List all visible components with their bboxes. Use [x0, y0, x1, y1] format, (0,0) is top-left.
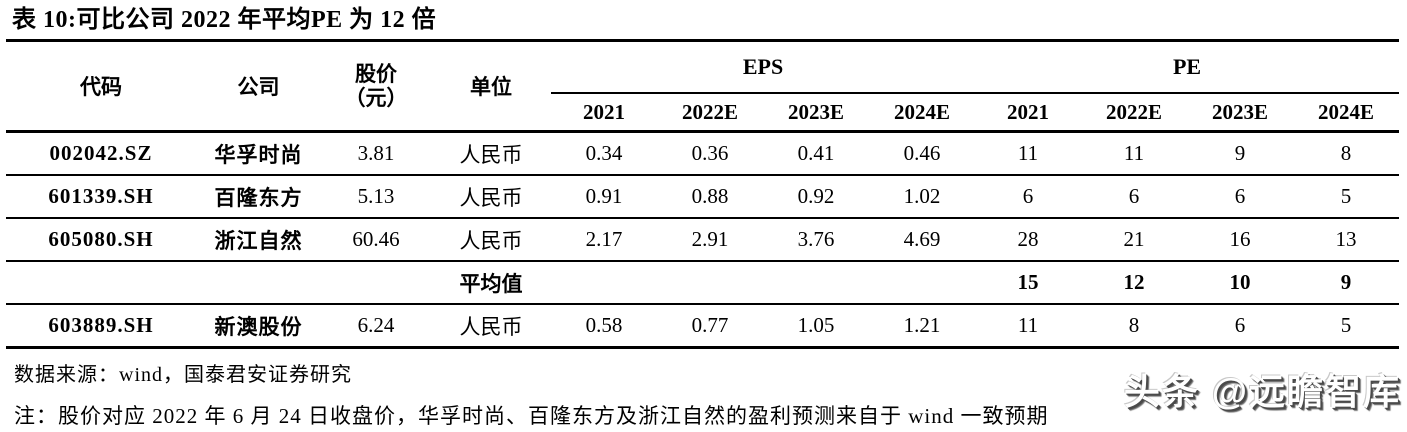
header-price: 股价 （元） [321, 40, 431, 133]
cell-eps: 3.76 [763, 218, 869, 262]
cell-pe: 8 [1293, 131, 1400, 176]
table-row: 002042.SZ 华孚时尚 3.81 人民币 0.34 0.36 0.41 0… [6, 131, 1400, 176]
cell-eps: 0.41 [763, 131, 869, 176]
header-pe-2024e: 2024E [1293, 93, 1400, 133]
cell-eps [763, 261, 869, 305]
cell-pe: 6 [1187, 304, 1294, 349]
cell-eps: 0.34 [551, 131, 657, 176]
cell-pe: 11 [1081, 131, 1188, 176]
cell-eps [869, 261, 976, 305]
cell-eps: 0.58 [551, 304, 657, 349]
cell-average-label: 平均值 [431, 261, 551, 305]
cell-unit: 人民币 [431, 131, 551, 176]
cell-eps: 0.88 [657, 175, 763, 219]
cell-price: 6.24 [321, 304, 431, 349]
cell-code: 601339.SH [6, 175, 196, 219]
cell-eps [657, 261, 763, 305]
cell-unit: 人民币 [431, 304, 551, 349]
cell-price: 3.81 [321, 131, 431, 176]
cell-eps: 0.92 [763, 175, 869, 219]
cell-company [196, 261, 321, 305]
cell-pe: 6 [975, 175, 1082, 219]
cell-pe: 11 [975, 131, 1082, 176]
header-pe-2021: 2021 [975, 93, 1082, 133]
cell-pe: 28 [975, 218, 1082, 262]
header-eps-2022e: 2022E [657, 93, 763, 133]
cell-eps: 2.17 [551, 218, 657, 262]
cell-code [6, 261, 196, 305]
cell-eps: 0.46 [869, 131, 976, 176]
header-price-line2: （元） [344, 86, 408, 110]
cell-eps [551, 261, 657, 305]
cell-company: 百隆东方 [196, 175, 321, 219]
cell-company: 新澳股份 [196, 304, 321, 349]
cell-pe: 6 [1187, 175, 1294, 219]
cell-price: 5.13 [321, 175, 431, 219]
header-eps-group: EPS [551, 40, 976, 94]
cell-company: 华孚时尚 [196, 131, 321, 176]
cell-unit: 人民币 [431, 218, 551, 262]
header-company: 公司 [196, 40, 321, 133]
cell-eps: 0.36 [657, 131, 763, 176]
header-pe-2022e: 2022E [1081, 93, 1188, 133]
cell-pe: 21 [1081, 218, 1188, 262]
header-price-line1: 股价 [355, 62, 397, 86]
table-header: 代码 公司 股价 （元） 单位 EPS PE 2021 2022E 2023E 2… [6, 40, 1400, 133]
cell-code: 603889.SH [6, 304, 196, 349]
comparable-companies-table: 代码 公司 股价 （元） 单位 EPS PE 2021 2022E 2023E 2… [6, 39, 1400, 349]
watermark-text: 头条 @远瞻智库 [1123, 371, 1401, 412]
cell-pe: 9 [1293, 261, 1400, 305]
header-code: 代码 [6, 40, 196, 133]
header-eps-2023e: 2023E [763, 93, 869, 133]
table-row: 603889.SH 新澳股份 6.24 人民币 0.58 0.77 1.05 1… [6, 304, 1400, 349]
header-unit: 单位 [431, 40, 551, 133]
cell-eps: 4.69 [869, 218, 976, 262]
cell-pe: 12 [1081, 261, 1188, 305]
cell-price [321, 261, 431, 305]
cell-pe: 5 [1293, 175, 1400, 219]
cell-eps: 1.21 [869, 304, 976, 349]
cell-unit: 人民币 [431, 175, 551, 219]
cell-pe: 11 [975, 304, 1082, 349]
table-row: 601339.SH 百隆东方 5.13 人民币 0.91 0.88 0.92 1… [6, 175, 1400, 219]
cell-price: 60.46 [321, 218, 431, 262]
cell-code: 002042.SZ [6, 131, 196, 176]
table-row-average: 平均值 15 12 10 9 [6, 261, 1400, 305]
header-pe-2023e: 2023E [1187, 93, 1294, 133]
cell-eps: 1.02 [869, 175, 976, 219]
header-pe-group: PE [975, 40, 1400, 94]
footnote-text: 注：股价对应 2022 年 6 月 24 日收盘价，华孚时尚、百隆东方及浙江自然… [14, 404, 1049, 428]
header-eps-2024e: 2024E [869, 93, 976, 133]
table-title: 表 10:可比公司 2022 年平均PE 为 12 倍 [12, 7, 437, 33]
cell-pe: 5 [1293, 304, 1400, 349]
header-eps-2021: 2021 [551, 93, 657, 133]
cell-eps: 0.91 [551, 175, 657, 219]
cell-eps: 0.77 [657, 304, 763, 349]
cell-eps: 1.05 [763, 304, 869, 349]
cell-pe: 15 [975, 261, 1082, 305]
table-row: 605080.SH 浙江自然 60.46 人民币 2.17 2.91 3.76 … [6, 218, 1400, 262]
cell-eps: 2.91 [657, 218, 763, 262]
cell-pe: 16 [1187, 218, 1294, 262]
cell-pe: 8 [1081, 304, 1188, 349]
cell-pe: 6 [1081, 175, 1188, 219]
cell-company: 浙江自然 [196, 218, 321, 262]
data-source-text: 数据来源：wind，国泰君安证券研究 [14, 364, 352, 386]
cell-pe: 9 [1187, 131, 1294, 176]
cell-code: 605080.SH [6, 218, 196, 262]
cell-pe: 13 [1293, 218, 1400, 262]
cell-pe: 10 [1187, 261, 1294, 305]
